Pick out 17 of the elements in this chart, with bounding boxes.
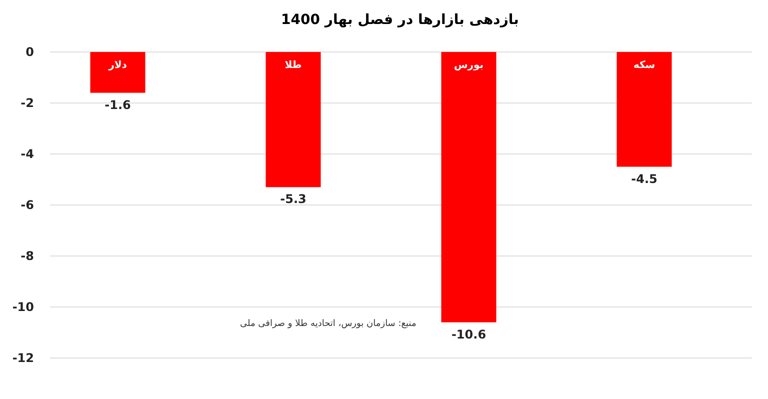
x-tick-label: دلار	[108, 60, 127, 71]
x-tick-label: سکه	[633, 60, 656, 71]
y-tick-label: -6	[20, 198, 34, 212]
y-tick-label: -8	[20, 249, 34, 263]
x-tick-label: طلا	[284, 60, 302, 71]
data-label: -4.5	[631, 172, 658, 186]
y-tick-label: -2	[20, 96, 34, 110]
annotation: منبع: سازمان بورس، اتحادیه طلا و صرافی ملی	[240, 319, 416, 329]
x-tick-label: بورس	[454, 60, 484, 71]
chart-title: بازدهی بازارها در فصل بهار 1400	[281, 12, 519, 28]
data-label: -5.3	[280, 192, 306, 206]
data-label: -10.6	[451, 327, 486, 342]
y-tick-label: -12	[12, 351, 34, 365]
y-tick-label: 0	[26, 45, 34, 59]
y-tick-label: -4	[20, 147, 34, 161]
data-label: -1.6	[104, 98, 131, 112]
y-tick-label: -10	[12, 300, 34, 314]
